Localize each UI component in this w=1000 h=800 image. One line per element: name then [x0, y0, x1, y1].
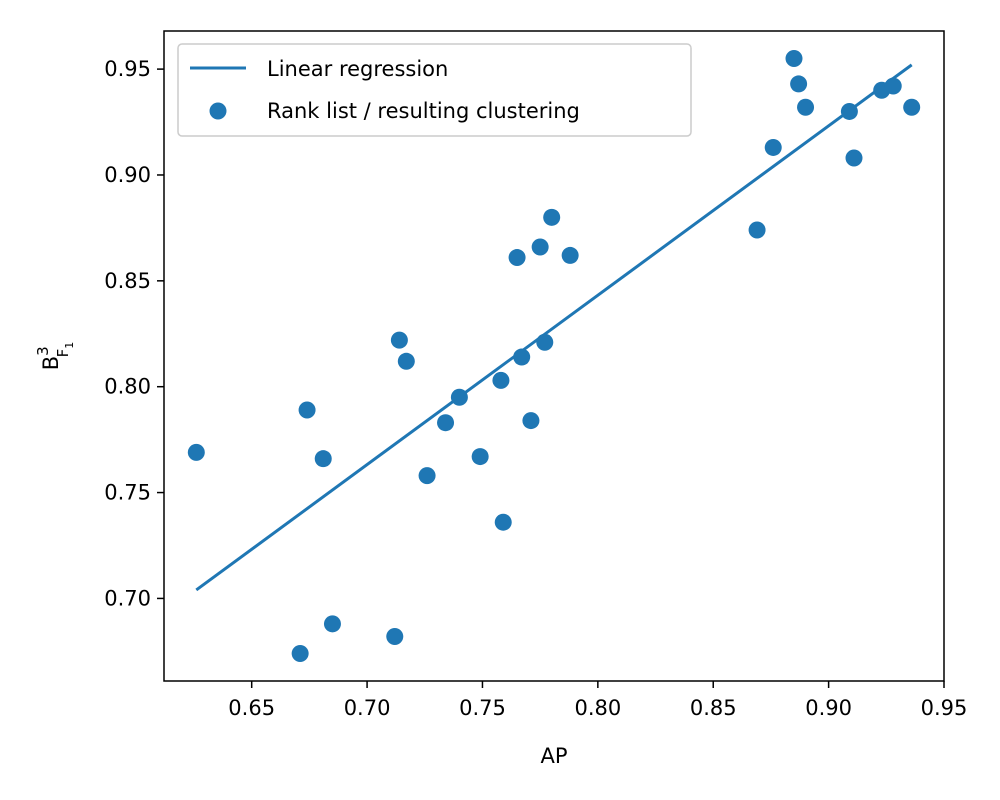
- x-tick-label: 0.90: [805, 696, 852, 720]
- scatter-point: [748, 221, 766, 239]
- legend: Linear regression Rank list / resulting …: [177, 43, 692, 137]
- scatter-point: [531, 238, 549, 256]
- x-tick-label: 0.65: [228, 696, 275, 720]
- y-tick-label: 0.80: [104, 375, 151, 399]
- scatter-point: [437, 414, 455, 432]
- scatter-point: [187, 443, 205, 461]
- scatter-point: [418, 467, 436, 485]
- scatter-point: [764, 138, 782, 156]
- scatter-point: [561, 246, 579, 264]
- scatter-point: [291, 644, 309, 662]
- scatter-point: [492, 371, 510, 389]
- scatter-point: [522, 412, 540, 430]
- legend-label-rank-list: Rank list / resulting clustering: [267, 99, 580, 123]
- scatter-point: [508, 249, 526, 267]
- scatter-point: [323, 615, 341, 633]
- plot-area: [164, 31, 944, 681]
- x-tick-label: 0.80: [574, 696, 621, 720]
- x-axis-label: AP: [540, 744, 567, 768]
- scatter-point: [543, 208, 561, 226]
- scatter-point: [314, 450, 332, 468]
- plot-frame: [163, 30, 945, 682]
- y-tick-label: 0.90: [104, 163, 151, 187]
- scatter-point: [397, 352, 415, 370]
- scatter-point: [298, 401, 316, 419]
- scatter-point: [450, 388, 468, 406]
- scatter-point: [797, 98, 815, 116]
- scatter-point: [536, 333, 554, 351]
- y-axis-label: B3 F1: [34, 342, 76, 371]
- scatter-point: [790, 75, 808, 93]
- scatter-point: [494, 513, 512, 531]
- x-tick-label: 0.75: [459, 696, 506, 720]
- legend-box: [177, 43, 692, 137]
- y-tick-label: 0.75: [104, 481, 151, 505]
- scatter-point: [513, 348, 531, 366]
- x-tick-label: 0.70: [344, 696, 391, 720]
- x-tick-label: 0.85: [690, 696, 737, 720]
- y-tick-label: 0.85: [104, 269, 151, 293]
- scatter-point: [785, 50, 803, 68]
- scatter-point: [903, 98, 921, 116]
- scatter-point: [840, 102, 858, 120]
- legend-label-linear-regression: Linear regression: [267, 57, 448, 81]
- x-tick-label: 0.95: [921, 696, 968, 720]
- scatter-point: [884, 77, 902, 95]
- scatter-point: [386, 628, 404, 646]
- scatter-point: [845, 149, 863, 167]
- y-tick-label: 0.70: [104, 586, 151, 610]
- y-tick-label: 0.95: [104, 57, 151, 81]
- legend-marker-swatch: [209, 102, 227, 120]
- scatter-point: [471, 448, 489, 466]
- regression-line: [195, 63, 913, 592]
- scatter-point: [390, 331, 408, 349]
